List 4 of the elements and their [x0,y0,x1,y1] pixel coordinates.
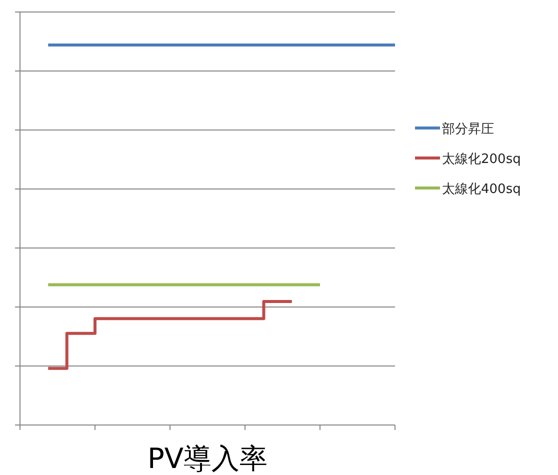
x-axis-title: PV導入率 [147,442,268,475]
legend-label: 太線化400sq [442,182,521,197]
legend-label: 部分昇圧 [442,122,494,137]
legend-label: 太線化200sq [442,152,521,167]
